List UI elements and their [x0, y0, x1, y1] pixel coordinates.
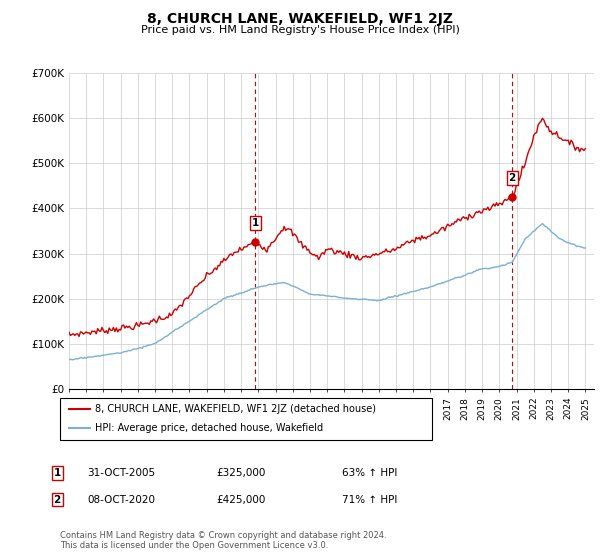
Text: 08-OCT-2020: 08-OCT-2020 — [87, 494, 155, 505]
Text: Contains HM Land Registry data © Crown copyright and database right 2024.
This d: Contains HM Land Registry data © Crown c… — [60, 530, 386, 550]
Text: 31-OCT-2005: 31-OCT-2005 — [87, 468, 155, 478]
Text: 63% ↑ HPI: 63% ↑ HPI — [342, 468, 397, 478]
Text: Price paid vs. HM Land Registry's House Price Index (HPI): Price paid vs. HM Land Registry's House … — [140, 25, 460, 35]
Text: £425,000: £425,000 — [216, 494, 265, 505]
Text: 2: 2 — [53, 494, 61, 505]
Text: £325,000: £325,000 — [216, 468, 265, 478]
Text: 1: 1 — [252, 218, 259, 228]
Text: 8, CHURCH LANE, WAKEFIELD, WF1 2JZ (detached house): 8, CHURCH LANE, WAKEFIELD, WF1 2JZ (deta… — [95, 404, 376, 414]
Text: HPI: Average price, detached house, Wakefield: HPI: Average price, detached house, Wake… — [95, 423, 323, 433]
Text: 8, CHURCH LANE, WAKEFIELD, WF1 2JZ: 8, CHURCH LANE, WAKEFIELD, WF1 2JZ — [147, 12, 453, 26]
FancyBboxPatch shape — [60, 398, 432, 440]
Text: 2: 2 — [509, 172, 516, 183]
Text: 71% ↑ HPI: 71% ↑ HPI — [342, 494, 397, 505]
Text: 1: 1 — [53, 468, 61, 478]
